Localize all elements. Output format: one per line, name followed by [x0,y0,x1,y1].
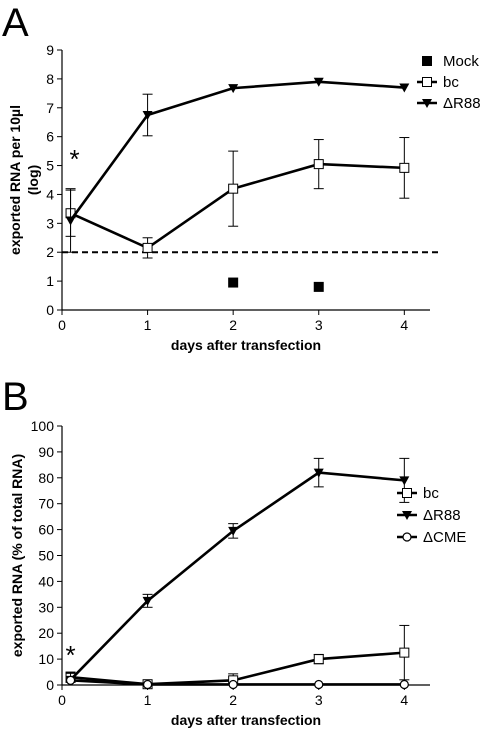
panel-b-series-delta-cme-point [228,679,238,690]
panel-a-y-tick-label: 0 [46,302,54,318]
panel-a-series-delta-r88 [65,77,410,253]
panel-b-series-delta-cme-point [65,675,76,685]
panel-a-series-bc-point [142,242,153,253]
panel-a-y-tick-label: 5 [46,158,54,174]
panel-b-y-tick-label: 40 [38,573,54,589]
panel-b-y-tick-label: 60 [38,522,54,538]
panel-a-legend-bc-marker [422,77,432,87]
panel-b-series-delta-cme-point [142,679,153,690]
panel-b-legend-delta-r88-label: ΔR88 [423,507,461,524]
panel-a-y-tick-label: 1 [46,273,54,289]
panel-b-legend-bc-label: bc [423,485,439,502]
panel-b-series-bc-point [313,654,324,665]
panel-b-series-delta-r88-line [69,471,405,681]
panel-b-legend-bc: bc [397,485,439,502]
panel-b-y-tick-label: 50 [38,548,54,564]
panel-b-legend: bc ΔR88 ΔCME [397,485,466,546]
panel-a-y-tick-label: 6 [46,129,54,145]
panel-a-y-tick-label: 7 [46,100,54,116]
panel-b-series-delta-cme [65,675,409,690]
panel-b-series-delta-r88-point [142,596,153,606]
panel-a-chart: A 0 1 2 3 4 5 6 7 8 9 0 1 2 3 4 days after transfection… [2,1,480,353]
panel-a-x-axis-title: days after transfection [171,337,321,353]
panel-b-x-tick-label: 1 [144,692,152,708]
panel-a-y-tick-label: 9 [46,42,54,58]
panel-a-series-bc-point [313,159,324,170]
panel-a-y-tick-label: 2 [46,244,54,260]
panel-a-legend-delta-r88-marker [422,99,432,108]
panel-b-x-tick-label: 3 [315,692,323,708]
panel-b-series-delta-cme-point [314,679,324,690]
panel-b-legend-delta-r88: ΔR88 [397,507,461,524]
panel-b-legend-delta-cme: ΔCME [397,529,466,546]
panel-a-x-tick-label: 2 [229,317,237,333]
panel-a-series-bc-line [70,162,405,250]
panel-a-y-tick-label: 4 [46,186,54,202]
panel-a-series-mock [228,277,324,292]
panel-a-legend-mock-marker [422,56,432,66]
panel-a-legend-bc-label: bc [443,74,459,91]
panel-b-legend-delta-r88-marker [402,511,412,520]
panel-b-legend-delta-cme-label: ΔCME [423,529,466,546]
panel-a-y-tick-label: 8 [46,71,54,87]
panel-b-y-tick-label: 80 [38,470,54,486]
panel-b-series-bc [65,624,410,690]
panel-a-series-bc-point [399,162,410,173]
panel-a-y-axis-title: exported RNA per 10µl (log) [7,105,41,255]
panel-b-chart: B 0 10 20 30 40 50 60 70 80 90 100 0 1 2 3 4 days after … [2,375,466,728]
panel-b-x-axis-title: days after transfection [171,712,321,728]
panel-b-x-tick-label: 2 [229,692,237,708]
panel-a-series-mock-point [313,281,324,292]
panel-a-series-bc [65,137,410,259]
panel-b-series-delta-r88-point [313,468,324,478]
panel-a-x-tick-label: 0 [58,317,66,333]
panel-b-y-tick-label: 90 [38,444,54,460]
panel-a-legend-mock-label: Mock [443,53,479,70]
panel-b-x-tick-label: 0 [58,692,66,708]
panel-a-letter: A [2,1,29,45]
panel-a-legend: Mock bc ΔR88 [417,53,480,112]
panel-a-series-delta-r88-point [65,216,76,226]
panel-b-y-tick-label: 0 [46,677,54,693]
panel-b-letter: B [2,375,29,419]
panel-a-series-bc-point [228,183,239,194]
panel-b-y-tick-label: 20 [38,625,54,641]
panel-b-series-bc-point [399,647,410,658]
panel-a-x-tick-label: 4 [400,317,408,333]
panel-a-legend-bc: bc [417,74,459,91]
panel-a-legend-delta-r88-label: ΔR88 [443,95,480,112]
panel-b-series-delta-r88-point [228,526,239,536]
panel-b-y-tick-label: 30 [38,599,54,615]
panel-a-legend-delta-r88: ΔR88 [417,95,480,112]
panel-a-series-mock-point [228,277,239,288]
panel-b-y-tick-label: 70 [38,496,54,512]
panel-a-legend-mock: Mock [422,53,479,70]
panel-b-legend-bc-marker [402,488,412,498]
panel-b-series-delta-r88-point [399,476,410,486]
panel-b-x-tick-label: 4 [400,692,408,708]
panel-b-y-tick-label: 10 [38,651,54,667]
panel-a-series-delta-r88-point [142,111,153,120]
panel-b-legend-delta-cme-marker [402,532,412,542]
panel-b-series-delta-r88 [65,457,410,686]
panel-a-x-tick-label: 1 [144,317,152,333]
panel-b-y-tick-label: 100 [31,418,55,434]
panel-a-series-delta-r88-point [228,84,239,94]
panel-a-x-tick-label: 3 [315,317,323,333]
panel-a-series-delta-r88-point [399,83,410,93]
panel-a-series-delta-r88-point [313,77,324,87]
panel-b-significance-annotation: * [65,640,75,670]
panel-b-series-delta-cme-point [399,679,409,690]
panel-b-y-axis-title: exported RNA (% of total RNA) [9,454,25,657]
panel-a-y-tick-label: 3 [46,215,54,231]
panel-a-significance-annotation: * [69,144,79,174]
